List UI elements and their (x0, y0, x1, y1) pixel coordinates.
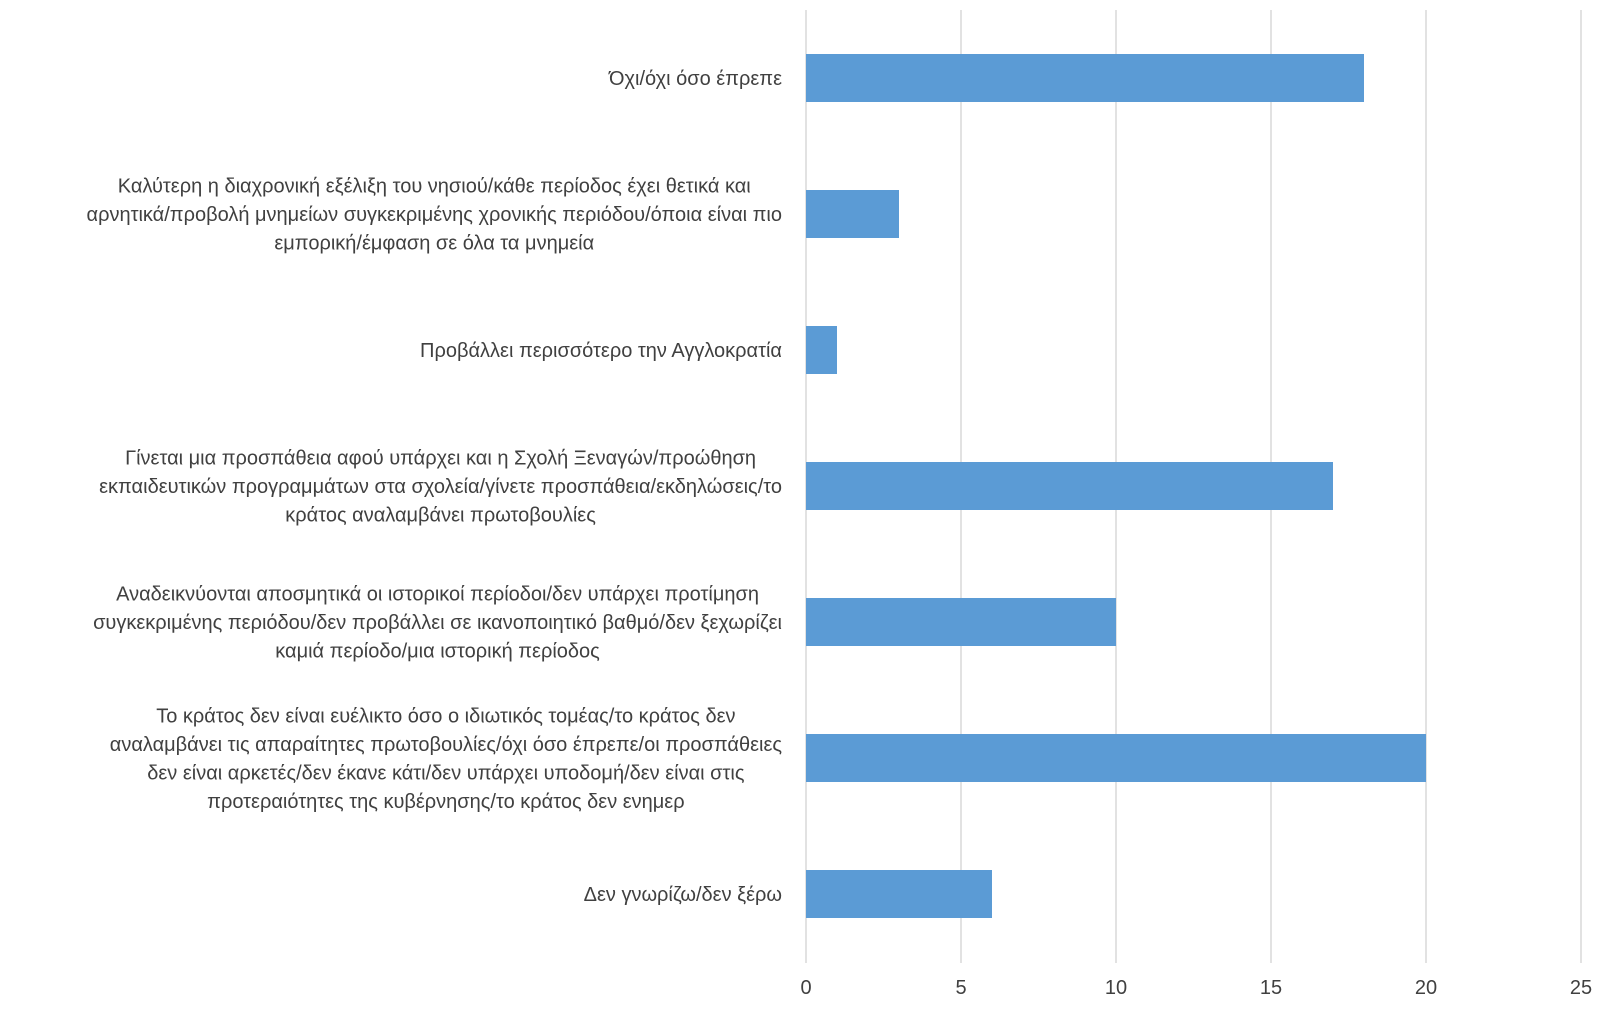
category-label-line: αναλαμβάνει τις απαραίτητες πρωτοβουλίες… (110, 734, 783, 756)
category-label-line: Προβάλλει περισσότερο την Αγγλοκρατία (420, 340, 782, 362)
category-label-line: δεν είναι αρκετές/δεν έκανε κάτι/δεν υπά… (147, 762, 745, 784)
x-tick-label: 5 (955, 977, 966, 999)
bar (806, 462, 1333, 510)
category-label-line: Γίνεται μια προσπάθεια αφού υπάρχει και … (125, 448, 756, 470)
x-tick-label: 15 (1260, 977, 1282, 999)
bar (806, 54, 1364, 102)
category-label-line: Καλύτερη η διαχρονική εξέλιξη του νησιού… (118, 176, 751, 198)
x-tick-label: 25 (1570, 977, 1592, 999)
category-label-line: Όχι/όχι όσο έπρεπε (608, 68, 782, 90)
category-label: Αναδεικνύονται αποσμητικά οι ιστορικοί π… (93, 584, 782, 663)
category-label: Δεν γνωρίζω/δεν ξέρω (584, 884, 782, 906)
category-label-line: εμπορική/έμφαση σε όλα τα μνημεία (274, 233, 594, 255)
category-label: Το κράτος δεν είναι ευέλικτο όσο ο ιδιωτ… (110, 705, 783, 813)
x-tick-labels: 0 5 10 15 20 25 (800, 977, 1592, 999)
category-label-line: αρνητικά/προβολή μνημείων συγκεκριμένης … (87, 204, 782, 226)
bar (806, 598, 1116, 646)
bar (806, 734, 1426, 782)
category-label-line: Αναδεικνύονται αποσμητικά οι ιστορικοί π… (116, 584, 759, 606)
x-tick-label: 20 (1415, 977, 1437, 999)
bar (806, 870, 992, 918)
bars (806, 54, 1426, 918)
category-labels: Όχι/όχι όσο έπρεπε Καλύτερη η διαχρονική … (87, 68, 783, 906)
category-label-line: κράτος αναλαμβάνει πρωτοβουλίες (285, 505, 596, 527)
bar (806, 326, 837, 374)
category-label: Γίνεται μια προσπάθεια αφού υπάρχει και … (99, 448, 782, 527)
category-label-line: εκπαιδευτικών προγραμμάτων στα σχολεία/γ… (99, 476, 782, 498)
category-label: Προβάλλει περισσότερο την Αγγλοκρατία (420, 340, 782, 362)
category-label: Καλύτερη η διαχρονική εξέλιξη του νησιού… (87, 176, 782, 255)
category-label-line: συγκεκριμένης περιόδου/δεν προβάλλει σε … (93, 612, 782, 634)
category-label: Όχι/όχι όσο έπρεπε (608, 68, 782, 90)
category-label-line: Δεν γνωρίζω/δεν ξέρω (584, 884, 782, 906)
x-tick-label: 10 (1105, 977, 1127, 999)
category-label-line: Το κράτος δεν είναι ευέλικτο όσο ο ιδιωτ… (156, 705, 735, 727)
category-label-line: καμιά περίοδο/μια ιστορική περίοδος (275, 641, 600, 663)
bar (806, 190, 899, 238)
category-label-line: προτεραιότητες της κυβέρνησης/το κράτος … (207, 791, 684, 813)
x-tick-label: 0 (800, 977, 811, 999)
